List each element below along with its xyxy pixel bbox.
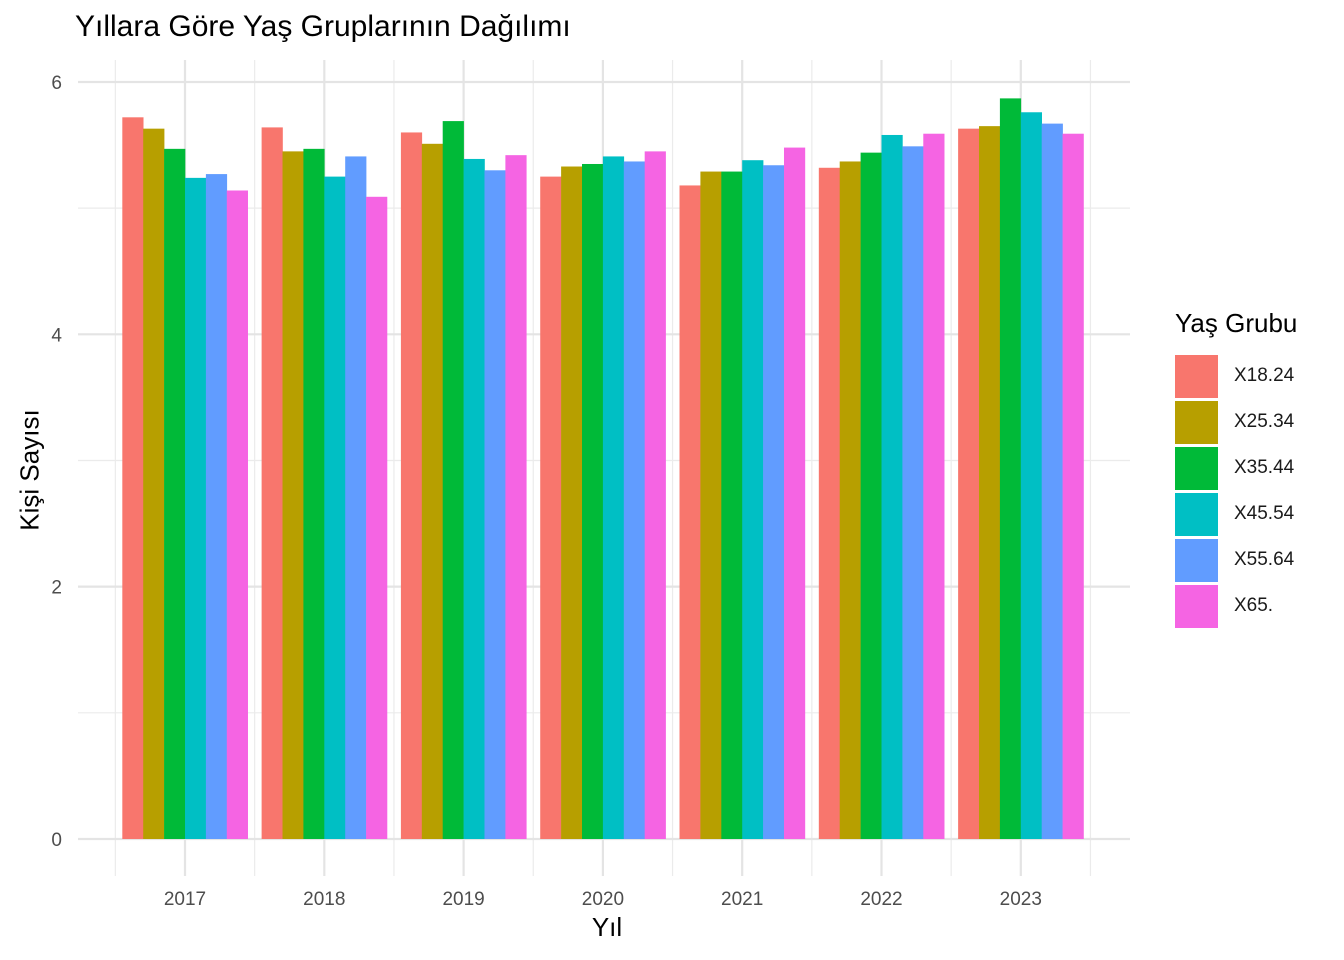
bar [923, 133, 945, 839]
y-axis-label: Kişi Sayısı [14, 409, 45, 531]
bar [143, 128, 165, 839]
legend-label: X35.44 [1234, 457, 1295, 478]
legend-swatch [1175, 492, 1218, 536]
legend-item: X35.44 [1175, 445, 1297, 491]
bar [839, 161, 861, 839]
bars [122, 98, 1084, 840]
legend-item: X45.54 [1175, 491, 1297, 537]
bar [442, 121, 464, 839]
y-tick-label: 0 [51, 830, 62, 851]
bar [164, 148, 186, 839]
legend-label: X45.54 [1234, 503, 1295, 524]
bar [484, 170, 506, 839]
legend-item: X25.34 [1175, 399, 1297, 445]
bar [1062, 133, 1084, 839]
bar [679, 185, 701, 840]
bar [226, 190, 248, 839]
bar [783, 147, 806, 840]
bar [999, 98, 1022, 840]
bar [902, 146, 924, 839]
bar [540, 176, 562, 840]
legend-label: X55.64 [1234, 549, 1295, 570]
bar [205, 174, 228, 839]
legend: Yaş Grubu X18.24 X25.34 X35.44 X45.54 X5… [1175, 308, 1297, 629]
bar [185, 177, 207, 839]
legend-swatch [1175, 584, 1218, 628]
x-tick-label: 2019 [442, 889, 484, 910]
bar [282, 151, 304, 839]
x-tick-label: 2021 [721, 889, 763, 910]
legend-swatch [1175, 538, 1218, 582]
bar [979, 126, 1001, 839]
legend-label: X25.34 [1234, 411, 1295, 432]
y-tick-label: 6 [51, 73, 62, 94]
legend-item: X55.64 [1175, 537, 1297, 583]
bar [721, 171, 743, 840]
y-tick-label: 2 [51, 578, 62, 599]
bar [324, 176, 346, 840]
bar [421, 143, 444, 840]
legend-title: Yaş Grubu [1175, 308, 1298, 338]
bar [345, 156, 367, 840]
bar [742, 160, 764, 840]
bar [122, 117, 144, 839]
bar [366, 196, 388, 840]
bar [561, 166, 583, 839]
x-tick-label: 2020 [582, 889, 624, 910]
x-tick-label: 2017 [164, 889, 206, 910]
bar [763, 165, 785, 839]
bar [958, 128, 980, 839]
bar [261, 127, 283, 840]
bar [818, 167, 841, 839]
legend-label: X18.24 [1234, 365, 1295, 386]
bar [602, 156, 625, 840]
grid-minor [78, 60, 1130, 876]
bar [505, 155, 527, 840]
legend-item: X18.24 [1175, 353, 1297, 399]
bar [1041, 123, 1063, 840]
legend-label: X65. [1234, 595, 1274, 616]
bar [644, 151, 666, 839]
legend-swatch [1175, 446, 1218, 490]
bar [582, 163, 604, 840]
y-tick-label: 4 [51, 325, 62, 346]
bar [400, 132, 423, 839]
bar [463, 158, 485, 839]
x-tick-label: 2022 [860, 889, 902, 910]
bar [623, 161, 645, 839]
y-tick-labels: 0 2 4 6 [51, 73, 62, 851]
bar [700, 171, 722, 840]
legend-swatch [1175, 400, 1218, 444]
bar [881, 134, 903, 839]
x-axis-label: Yıl [591, 912, 623, 942]
legend-item: X65. [1175, 583, 1297, 629]
bar [860, 152, 882, 839]
legend-swatch [1175, 354, 1218, 398]
x-tick-label: 2023 [1000, 889, 1042, 910]
x-tick-labels: 2017 2018 2019 2020 2021 2022 2023 [164, 889, 1042, 910]
x-tick-label: 2018 [303, 889, 345, 910]
chart-title: Yıllara Göre Yaş Gruplarının Dağılımı [75, 10, 571, 43]
bar [1020, 112, 1042, 839]
bar [303, 148, 325, 839]
